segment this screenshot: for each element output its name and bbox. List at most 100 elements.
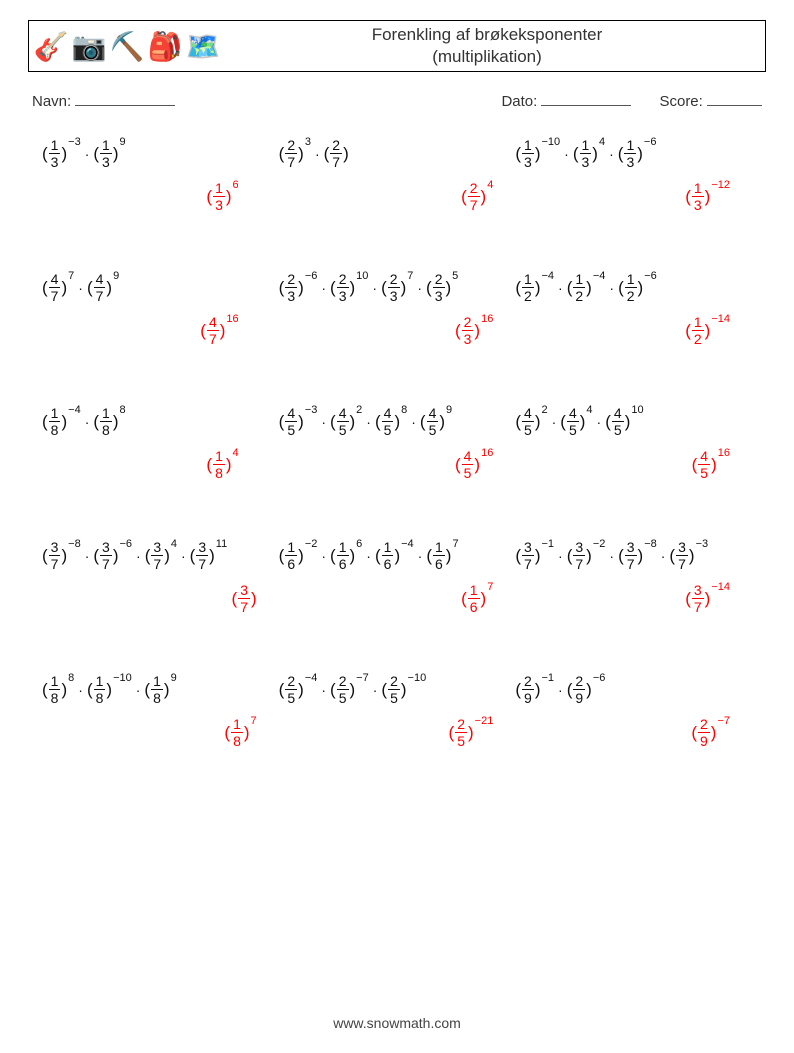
fraction: 23 [433, 272, 445, 303]
fraction-term: (23)16 [455, 315, 493, 346]
guitar-icon: 🎸 [35, 29, 67, 63]
multiply-dot: · [418, 548, 423, 564]
exponent: −12 [711, 179, 730, 191]
multiply-dot: · [78, 280, 83, 296]
fraction-term: (45)9 [420, 406, 452, 437]
fraction-term: (18)−4 [42, 406, 81, 437]
problem-expression: (18)8·(18)−10·(18)9 [42, 674, 279, 705]
exponent: −10 [113, 672, 132, 684]
multiply-dot: · [558, 280, 563, 296]
fraction: 37 [151, 540, 163, 571]
fraction: 47 [207, 315, 219, 346]
fraction: 12 [625, 272, 637, 303]
fraction: 23 [285, 272, 297, 303]
fraction-term: (45)16 [692, 449, 730, 480]
problem-row: (13)−3·(13)9(13)6(27)3·(27)(27)4(13)−10·… [42, 138, 752, 212]
score-blank[interactable] [707, 90, 762, 106]
multiply-dot: · [366, 548, 371, 564]
fraction-term: (23)−6 [279, 272, 318, 303]
problem-cell: (13)−10·(13)4·(13)−6(13)−12 [515, 138, 752, 212]
fraction-term: (25)−10 [381, 674, 426, 705]
fraction-term: (37)−3 [669, 540, 708, 571]
date-blank[interactable] [541, 90, 631, 106]
fraction: 13 [580, 138, 592, 169]
exponent: 9 [120, 136, 126, 148]
fraction: 45 [382, 406, 394, 437]
fraction: 16 [468, 583, 480, 614]
fraction-term: (37)−14 [685, 583, 730, 614]
exponent: −2 [593, 538, 606, 550]
fraction-term: (45)2 [330, 406, 362, 437]
fraction: 45 [567, 406, 579, 437]
exponent: −3 [696, 538, 709, 550]
fraction-term: (37)−1 [515, 540, 554, 571]
name-blank[interactable] [75, 90, 175, 106]
fraction-term: (45)2 [515, 406, 547, 437]
fraction: 27 [285, 138, 297, 169]
fraction-term: (16)6 [330, 540, 362, 571]
problem-row: (47)7·(47)9(47)16(23)−6·(23)10·(23)7·(23… [42, 272, 752, 346]
multiply-dot: · [564, 146, 569, 162]
problem-cell: (12)−4·(12)−4·(12)−6(12)−14 [515, 272, 752, 346]
problem-answer: (12)−14 [515, 315, 752, 346]
fraction: 37 [692, 583, 704, 614]
exponent: −4 [541, 270, 554, 282]
multiply-dot: · [558, 548, 563, 564]
problems-grid: (13)−3·(13)9(13)6(27)3·(27)(27)4(13)−10·… [28, 138, 766, 748]
problem-answer: (13)6 [42, 181, 279, 212]
problem-expression: (37)−1·(37)−2·(37)−8·(37)−3 [515, 540, 752, 571]
exponent: −6 [305, 270, 318, 282]
fraction-term: (18)−10 [87, 674, 132, 705]
exponent: 5 [452, 270, 458, 282]
fraction: 27 [468, 181, 480, 212]
exponent: −4 [593, 270, 606, 282]
problem-answer: (16)7 [279, 583, 516, 614]
fraction: 18 [94, 674, 106, 705]
fraction: 23 [462, 315, 474, 346]
fraction: 16 [433, 540, 445, 571]
multiply-dot: · [321, 280, 326, 296]
problem-cell: (13)−3·(13)9 (13)6 [42, 138, 279, 212]
problem-expression: (13)−3·(13)9 [42, 138, 279, 169]
header-box: 🎸📷⛏️🎒🗺️ Forenkling af brøkeksponenter (m… [28, 20, 766, 72]
fraction: 12 [692, 315, 704, 346]
fraction: 18 [49, 406, 61, 437]
fraction: 18 [151, 674, 163, 705]
name-label: Navn: [32, 93, 71, 110]
exponent: −10 [408, 672, 427, 684]
fraction: 18 [49, 674, 61, 705]
exponent: 11 [216, 538, 227, 550]
fraction-term: (47)7 [42, 272, 74, 303]
multiply-dot: · [366, 414, 371, 430]
fraction-term: (29)−7 [691, 717, 730, 748]
fraction-term: (37)4 [145, 540, 177, 571]
date-label: Dato: [501, 93, 537, 110]
fraction-term: (25)−4 [279, 674, 318, 705]
fraction: 23 [337, 272, 349, 303]
problem-answer: (13)−12 [515, 181, 752, 212]
shovel-icon: ⛏️ [111, 29, 143, 63]
worksheet-page: 🎸📷⛏️🎒🗺️ Forenkling af brøkeksponenter (m… [0, 0, 794, 1053]
fraction-term: (37) [232, 583, 257, 614]
exponent: −14 [711, 581, 730, 593]
fraction: 29 [573, 674, 585, 705]
fraction: 29 [698, 717, 710, 748]
fraction: 47 [94, 272, 106, 303]
multiply-dot: · [315, 146, 320, 162]
problem-answer: (18)4 [42, 449, 279, 480]
multiply-dot: · [136, 682, 141, 698]
fraction-term: (37)−6 [93, 540, 132, 571]
multiply-dot: · [181, 548, 186, 564]
exponent: 16 [718, 447, 730, 459]
exponent: −8 [644, 538, 657, 550]
exponent: 6 [356, 538, 362, 550]
problem-cell: (23)−6·(23)10·(23)7·(23)5(23)16 [279, 272, 516, 346]
camera-icon: 📷 [73, 29, 105, 63]
exponent: −1 [541, 538, 554, 550]
fraction: 37 [573, 540, 585, 571]
exponent: 2 [356, 404, 362, 416]
problem-expression: (37)−8·(37)−6·(37)4·(37)11 [42, 540, 279, 571]
fraction-term: (13)−10 [515, 138, 560, 169]
fraction: 37 [522, 540, 534, 571]
exponent: 6 [233, 179, 239, 191]
